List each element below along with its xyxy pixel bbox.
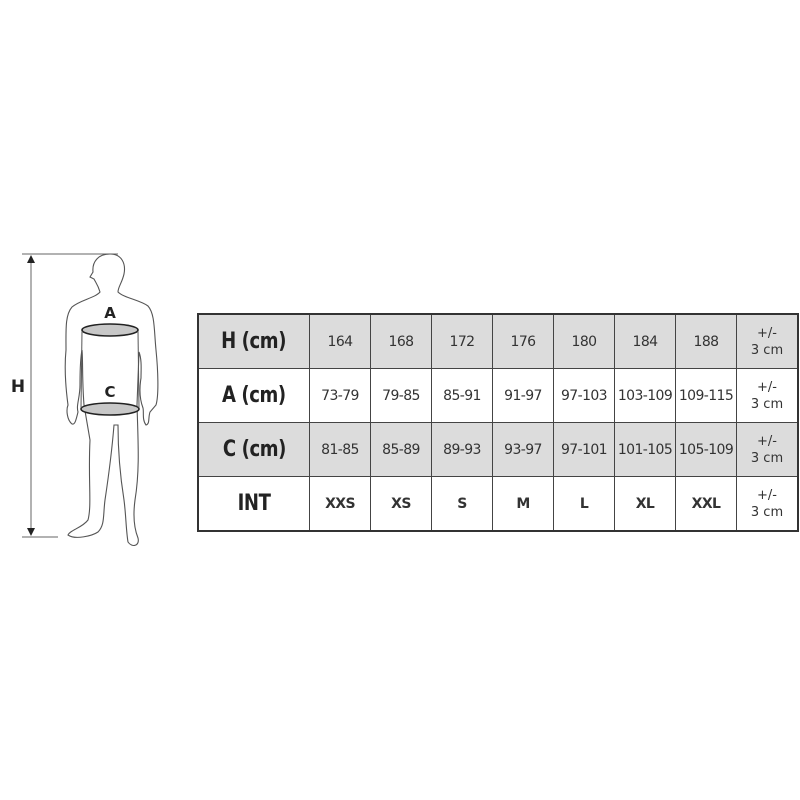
waist-band (80, 402, 140, 416)
table-cell: 180 (553, 313, 615, 369)
tolerance-sign: +/- (757, 325, 777, 341)
table-cell: 89-93 (431, 422, 493, 477)
table-cell: 97-103 (553, 368, 615, 423)
table-cell: S (431, 476, 493, 532)
tolerance-cell: +/- 3 cm (736, 313, 799, 369)
tolerance-sign: +/- (757, 433, 777, 449)
table-cell: 109-115 (675, 368, 737, 423)
row-header: INT (197, 476, 310, 532)
table-cell: 184 (614, 313, 676, 369)
table-cell: XXS (309, 476, 371, 532)
table-cell: 105-109 (675, 422, 737, 477)
table-cell: 85-89 (370, 422, 432, 477)
waist-label: C (104, 383, 115, 401)
table-cell: XL (614, 476, 676, 532)
tolerance-sign: +/- (757, 487, 777, 503)
tolerance-cell: +/- 3 cm (736, 422, 799, 477)
table-cell: 188 (675, 313, 737, 369)
row-header-text: C (cm) (222, 437, 286, 462)
human-silhouette-icon (64, 253, 159, 547)
table-cell: 168 (370, 313, 432, 369)
table-cell: 101-105 (614, 422, 676, 477)
row-header-text: A (cm) (222, 383, 286, 408)
tolerance-sign: +/- (757, 379, 777, 395)
table-cell: XS (370, 476, 432, 532)
size-chart-table: H (cm) 164 168 172 176 180 184 188 +/- 3 cm A (cm)… (197, 313, 799, 532)
table-cell: M (492, 476, 554, 532)
tolerance-value: 3 cm (750, 342, 784, 358)
tolerance-value: 3 cm (750, 396, 784, 412)
tolerance-cell: +/- 3 cm (736, 476, 799, 532)
table-cell: 81-85 (309, 422, 371, 477)
table-cell: 176 (492, 313, 554, 369)
table-row-height: H (cm) 164 168 172 176 180 184 188 +/- 3 cm (197, 313, 799, 369)
row-header: C (cm) (197, 422, 310, 477)
table-cell: 103-109 (614, 368, 676, 423)
row-header: A (cm) (197, 368, 310, 423)
table-cell: 73-79 (309, 368, 371, 423)
table-row-chest: A (cm) 73-79 79-85 85-91 91-97 97-103 103-109 1… (197, 368, 799, 423)
table-row-international-size: INT XXS XS S M L XL XXL +/- 3 cm (197, 476, 799, 532)
table-cell: 93-97 (492, 422, 554, 477)
row-header-text: INT (237, 491, 271, 516)
chest-band (81, 323, 139, 337)
table-cell: L (553, 476, 615, 532)
table-cell: 91-97 (492, 368, 554, 423)
table-cell: 79-85 (370, 368, 432, 423)
table-cell: 172 (431, 313, 493, 369)
height-label: H (11, 377, 25, 397)
table-cell: 97-101 (553, 422, 615, 477)
tolerance-value: 3 cm (750, 450, 784, 466)
row-header: H (cm) (197, 313, 310, 369)
tolerance-value: 3 cm (750, 504, 784, 520)
table-cell: 85-91 (431, 368, 493, 423)
row-header-text: H (cm) (221, 329, 287, 354)
table-row-waist: C (cm) 81-85 85-89 89-93 93-97 97-101 101-105 1… (197, 422, 799, 477)
body-measurement-figure: H A C (11, 253, 159, 547)
height-dimension-line (22, 253, 118, 538)
chest-label: A (104, 304, 116, 322)
tolerance-cell: +/- 3 cm (736, 368, 799, 423)
table-cell: XXL (675, 476, 737, 532)
table-cell: 164 (309, 313, 371, 369)
